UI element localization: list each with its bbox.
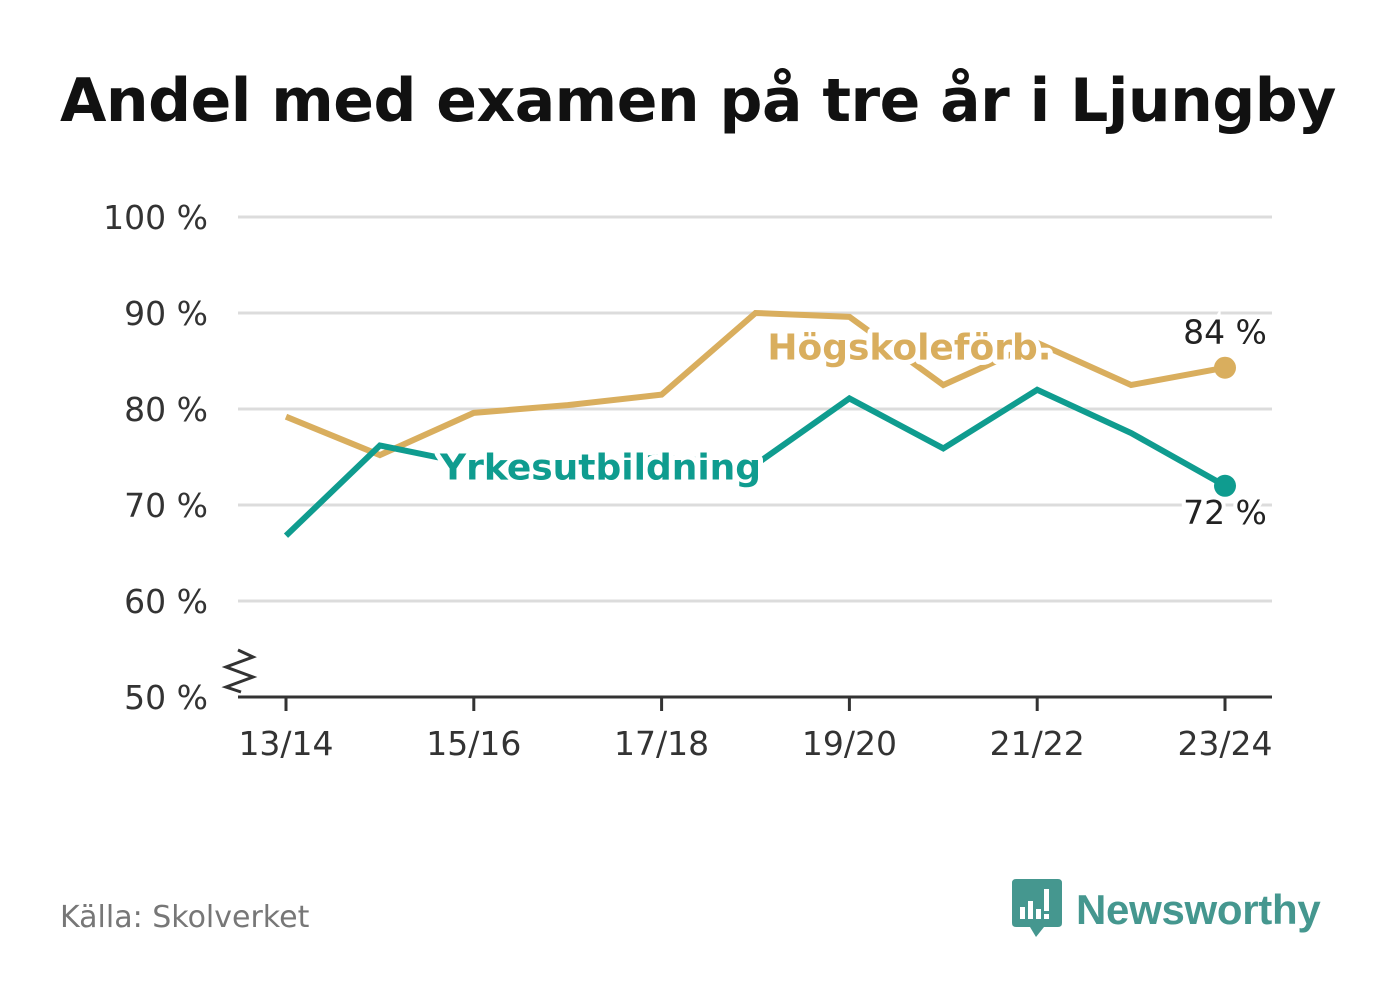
end-value-label: 72 % [1183,493,1267,532]
y-tick-label: 60 % [124,582,208,621]
series-end-point [1214,474,1236,497]
x-tick-label: 13/14 [238,724,333,763]
series-line-yrkesutbildning [283,386,1227,538]
series-label: Yrkesutbildning [439,448,761,489]
brand-logo: Newsworthy [1010,878,1321,942]
axis-break-symbol [221,648,258,694]
x-tick-label: 21/22 [990,724,1085,763]
chart-title: Andel med examen på tre år i Ljungby [60,66,1336,136]
y-tick-label: 50 % [124,678,208,717]
end-value-label: 84 % [1183,313,1267,352]
x-tick-label: 15/16 [426,724,521,763]
y-tick-label: 100 % [103,198,208,237]
series-label: Högskoleförb. [767,328,1051,369]
series-line-hogskoleforb [284,309,1226,459]
y-tick-label: 70 % [124,486,208,525]
y-tick-label: 90 % [124,294,208,333]
x-tick-label: 23/24 [1177,724,1272,763]
brand-name: Newsworthy [1076,886,1321,933]
y-tick-label: 80 % [124,390,208,429]
x-tick-label: 19/20 [802,724,897,763]
newsworthy-logo-icon [1012,879,1062,937]
series-end-point [1214,356,1236,379]
x-tick-label: 17/18 [614,724,709,763]
source-note: Källa: Skolverket [60,900,310,935]
